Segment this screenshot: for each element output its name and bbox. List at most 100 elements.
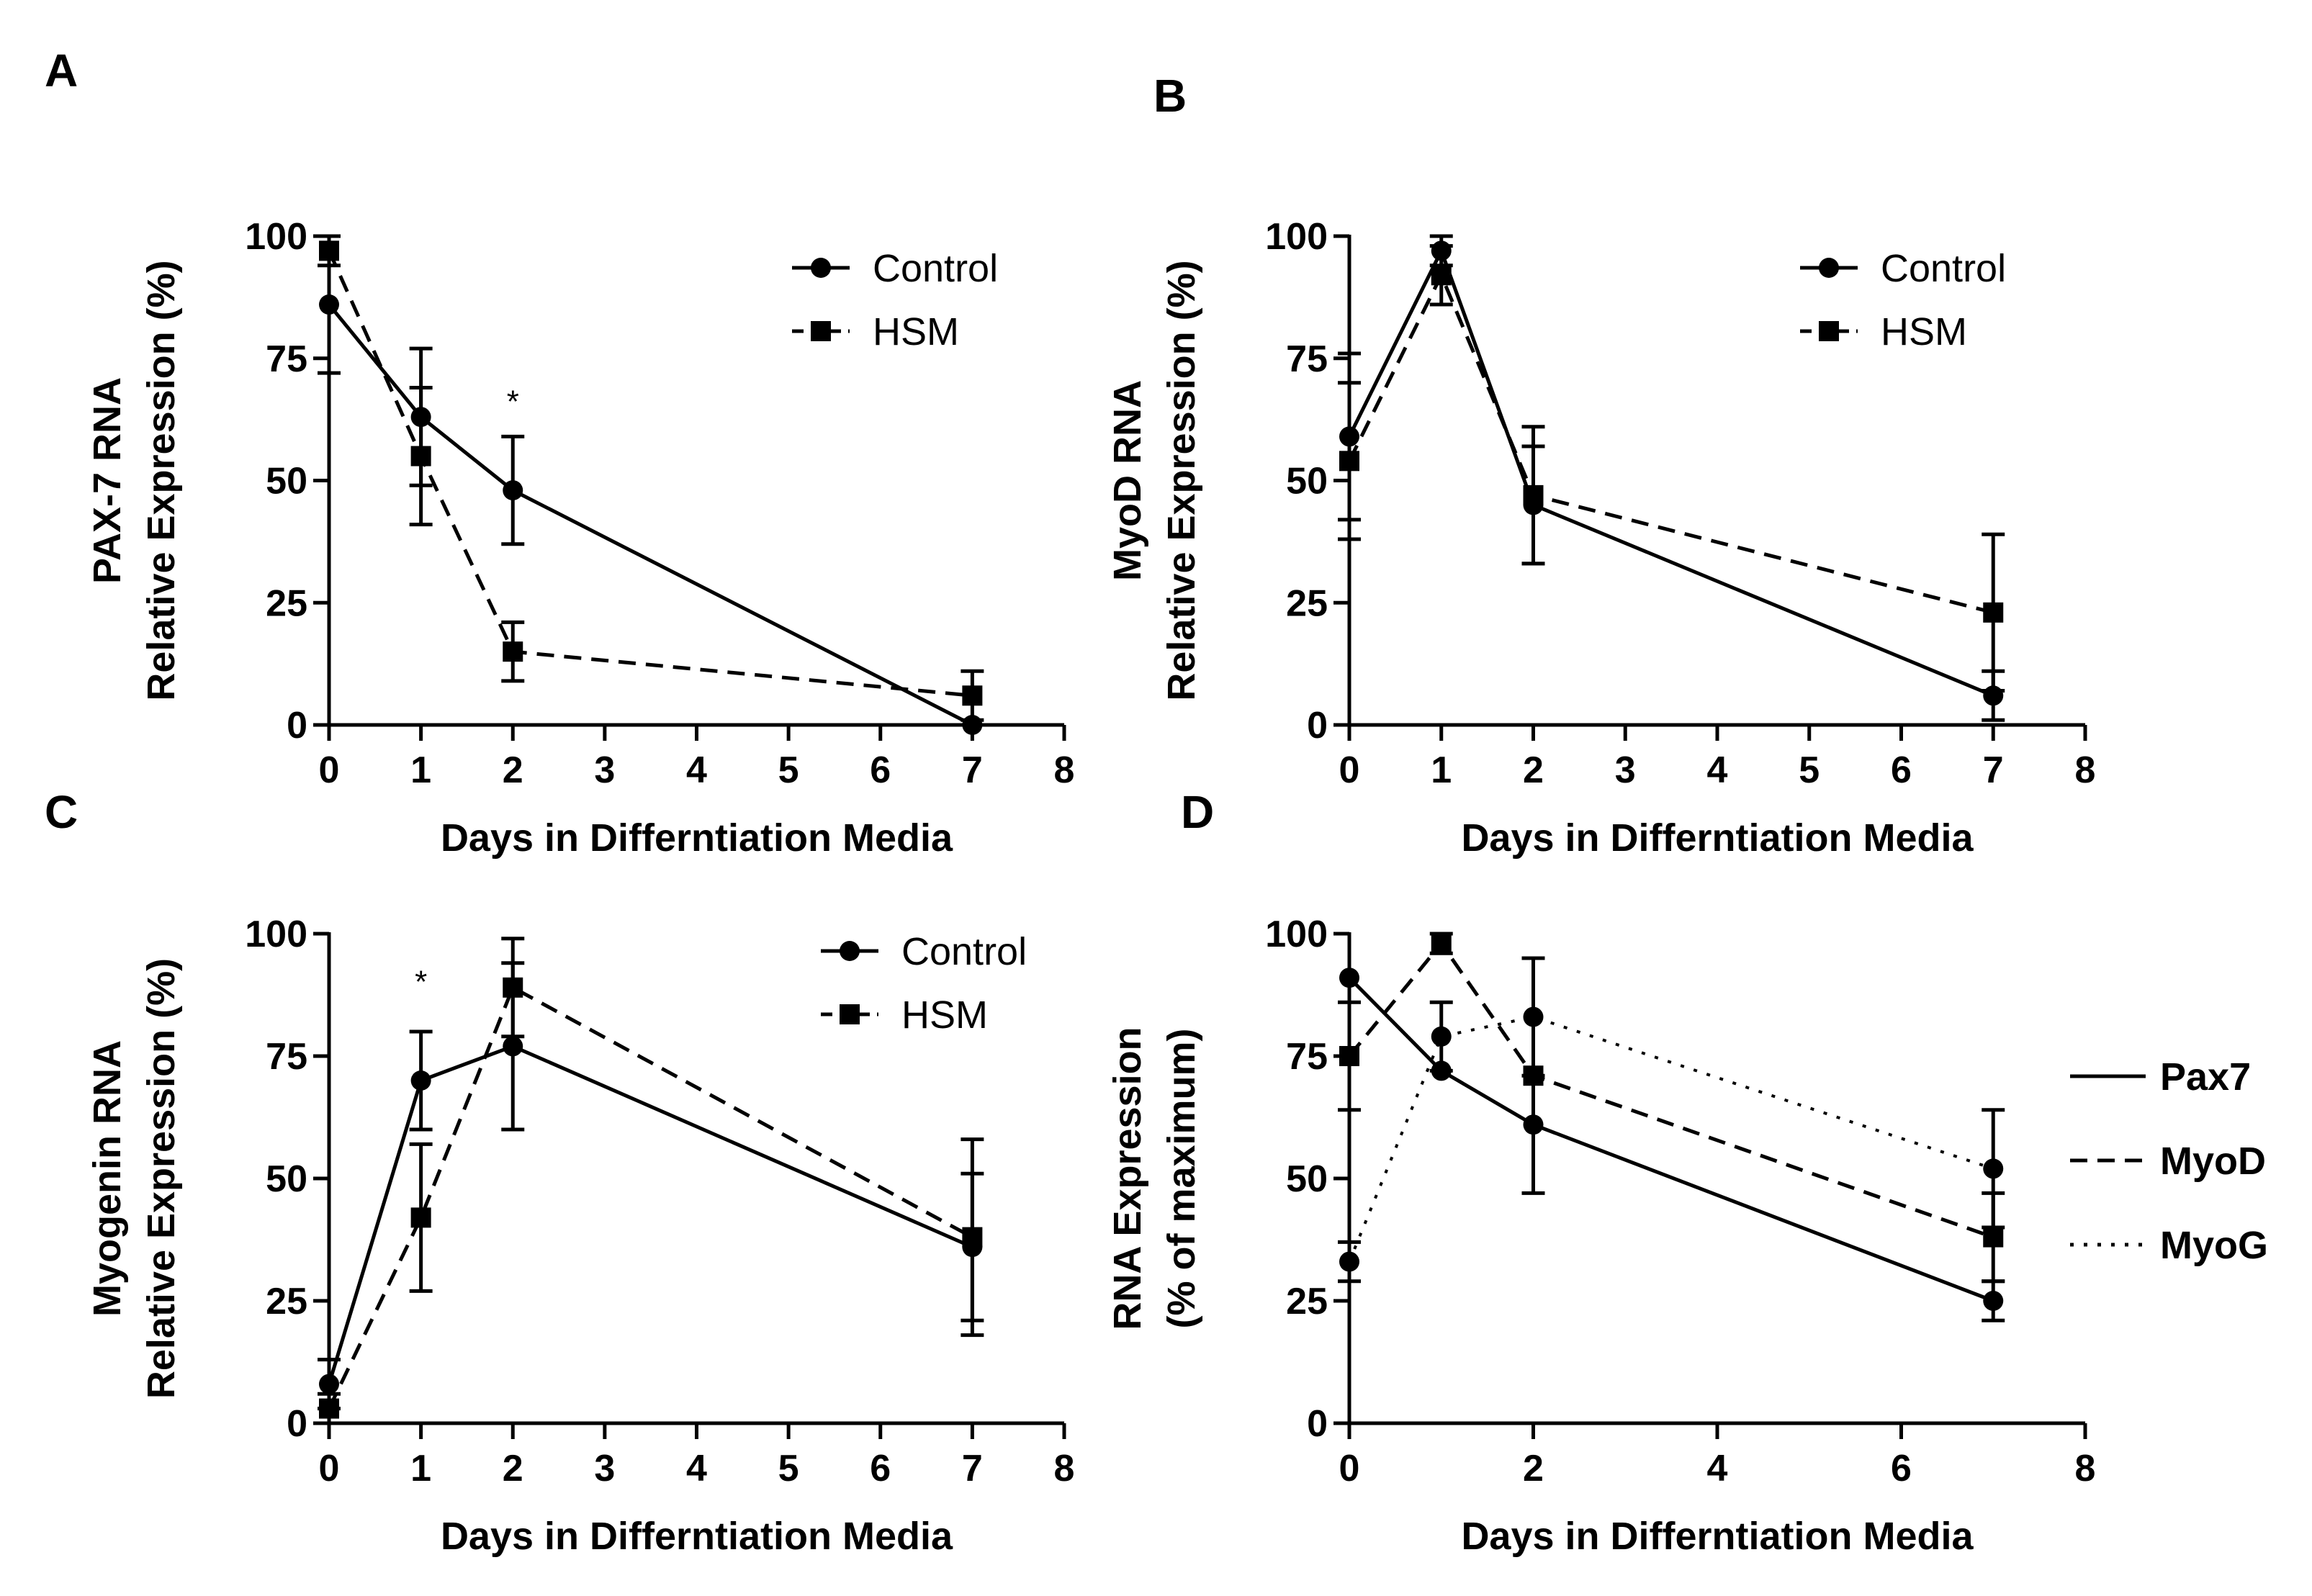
x-tick-label: 6 [870,1448,891,1489]
data-point [503,977,523,998]
legend-label: MyoG [2160,1224,2268,1267]
data-point [319,1398,339,1419]
data-point [319,294,339,315]
x-tick-label: 0 [319,1448,340,1489]
x-tick-label: 7 [962,749,983,791]
legend-marker [840,1004,860,1024]
legend-label: Pax7 [2160,1055,2251,1099]
data-point [410,446,431,466]
legend: Control HSM [792,247,998,353]
legend-marker [1819,258,1839,278]
significance-marker: * [507,384,519,419]
data-point [319,1374,339,1394]
x-axis-label: Days in Differntiation Media [441,816,953,860]
data-point [1431,933,1452,954]
y-tick-label: 75 [1286,1036,1328,1078]
data-point [503,1036,523,1057]
y-tick-label: 50 [1286,461,1328,502]
series-myog [1338,956,2005,1284]
legend: Control HSM [1800,247,2006,353]
y-tick-label: 25 [1286,582,1328,624]
x-tick-label: 2 [1523,749,1544,791]
x-tick-label: 7 [1983,749,2004,791]
x-tick-label: 0 [319,749,340,791]
legend-marker [1819,321,1839,341]
x-tick-label: 5 [778,749,799,791]
y-tick-label: 100 [245,216,307,258]
series-hsm-line [327,250,973,698]
x-tick-label: 8 [2075,1448,2096,1489]
data-point [1983,1291,2004,1311]
data-point [503,480,523,501]
data-point [1431,265,1452,286]
data-point [962,685,983,706]
panel-letter-a: A [45,45,78,96]
data-point [410,1207,431,1228]
series-pax7 [1339,968,2005,1322]
y-tick-label: 25 [266,1281,307,1322]
x-tick-label: 2 [503,749,523,791]
x-axis-label: Days in Differntiation Media [1461,816,1974,860]
x-tick-label: 8 [2075,749,2096,791]
x-tick-label: 3 [594,749,615,791]
significance-marker: * [415,965,427,1000]
data-point [1431,1026,1452,1047]
y-axis-label: RNA Expression [1106,1027,1149,1330]
panel-a: A 0 25 50 75 100 0 1 2 3 4 5 6 7 8 Days in Differntiati… [45,45,1074,860]
data-point [1983,602,2004,623]
x-tick-label: 2 [503,1448,523,1489]
y-axis-label: Relative Expression (%) [1160,260,1203,700]
data-point [1983,1227,2004,1248]
x-tick-label: 4 [1707,1448,1728,1489]
y-tick-label: 25 [266,582,307,624]
y-tick-label: 0 [287,1403,307,1445]
x-axis-label: Days in Differntiation Media [1461,1515,1974,1558]
y-axis-label: MyoD RNA [1106,380,1149,581]
y-tick-label: 75 [1286,338,1328,380]
x-tick-label: 1 [410,1448,431,1489]
data-point [1339,1046,1359,1066]
y-axis-label: Relative Expression (%) [140,958,183,1399]
y-tick-label: 100 [1265,216,1328,258]
x-tick-label: 3 [1615,749,1636,791]
x-tick-label: 8 [1054,749,1075,791]
x-tick-label: 0 [1339,749,1360,791]
y-tick-label: 50 [266,461,307,502]
x-tick-label: 4 [1707,749,1728,791]
data-point [1983,1158,2004,1179]
x-tick-label: 1 [1431,749,1452,791]
legend-marker [840,941,860,961]
data-point [319,240,339,261]
series-myod [1338,932,2005,1284]
series-control [318,234,983,735]
x-tick-label: 0 [1339,1448,1360,1489]
x-tick-label: 5 [778,1448,799,1489]
series-myod-line [1348,940,1994,1239]
legend-label: Control [873,247,998,290]
data-point [1523,484,1544,505]
y-tick-label: 50 [266,1158,307,1200]
x-tick-label: 4 [686,749,707,791]
legend: Pax7 MyoD MyoG [2070,1055,2268,1267]
series-hsm [1338,244,2005,693]
x-tick-label: 6 [1891,1448,1912,1489]
x-tick-label: 7 [962,1448,983,1489]
panel-b: B 0 25 50 75 100 0 1 2 3 4 5 6 7 8 Days in Differntiati… [1106,70,2095,860]
y-tick-label: 0 [1307,705,1328,747]
y-axis-label: PAX-7 RNA [86,377,129,584]
x-axis-label: Days in Differntiation Media [441,1515,953,1558]
x-tick-label: 8 [1054,1448,1075,1489]
series-myog-line [1348,1015,1994,1263]
x-tick-label: 6 [870,749,891,791]
series-control-line [1347,246,1994,698]
y-tick-label: 50 [1286,1158,1328,1200]
data-point [1523,1006,1544,1027]
y-tick-label: 0 [1307,1403,1328,1445]
x-tick-label: 1 [410,749,431,791]
data-point [410,1070,431,1091]
legend-label: Control [901,930,1027,973]
y-tick-label: 100 [245,914,307,955]
legend-label: Control [1881,247,2006,290]
series-pax7-line [1348,976,1994,1303]
y-tick-label: 75 [266,338,307,380]
